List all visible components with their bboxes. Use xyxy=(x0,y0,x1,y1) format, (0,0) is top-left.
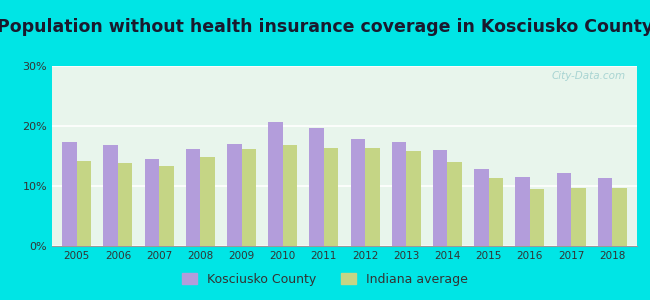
Bar xyxy=(309,128,324,246)
Bar xyxy=(227,144,242,246)
Bar xyxy=(268,122,283,246)
Bar xyxy=(612,188,627,246)
Bar xyxy=(406,151,421,246)
Bar xyxy=(556,173,571,246)
Bar xyxy=(433,150,447,246)
Bar xyxy=(365,148,380,246)
Bar xyxy=(103,145,118,246)
Bar xyxy=(324,148,338,246)
Bar xyxy=(186,149,200,246)
Bar xyxy=(489,178,503,246)
Bar xyxy=(200,157,214,246)
Text: City-Data.com: City-Data.com xyxy=(551,71,625,81)
Bar xyxy=(351,139,365,246)
Bar xyxy=(515,177,530,246)
Bar xyxy=(283,145,297,246)
Bar xyxy=(598,178,612,246)
Bar xyxy=(571,188,586,246)
Bar xyxy=(530,189,544,246)
Bar xyxy=(62,142,77,246)
Text: Population without health insurance coverage in Kosciusko County: Population without health insurance cove… xyxy=(0,18,650,36)
Bar xyxy=(159,166,174,246)
Bar xyxy=(77,161,91,246)
Bar xyxy=(392,142,406,246)
Bar xyxy=(145,159,159,246)
Bar xyxy=(118,163,133,246)
Legend: Kosciusko County, Indiana average: Kosciusko County, Indiana average xyxy=(177,268,473,291)
Bar xyxy=(474,169,489,246)
Bar xyxy=(447,162,462,246)
Bar xyxy=(242,149,256,246)
